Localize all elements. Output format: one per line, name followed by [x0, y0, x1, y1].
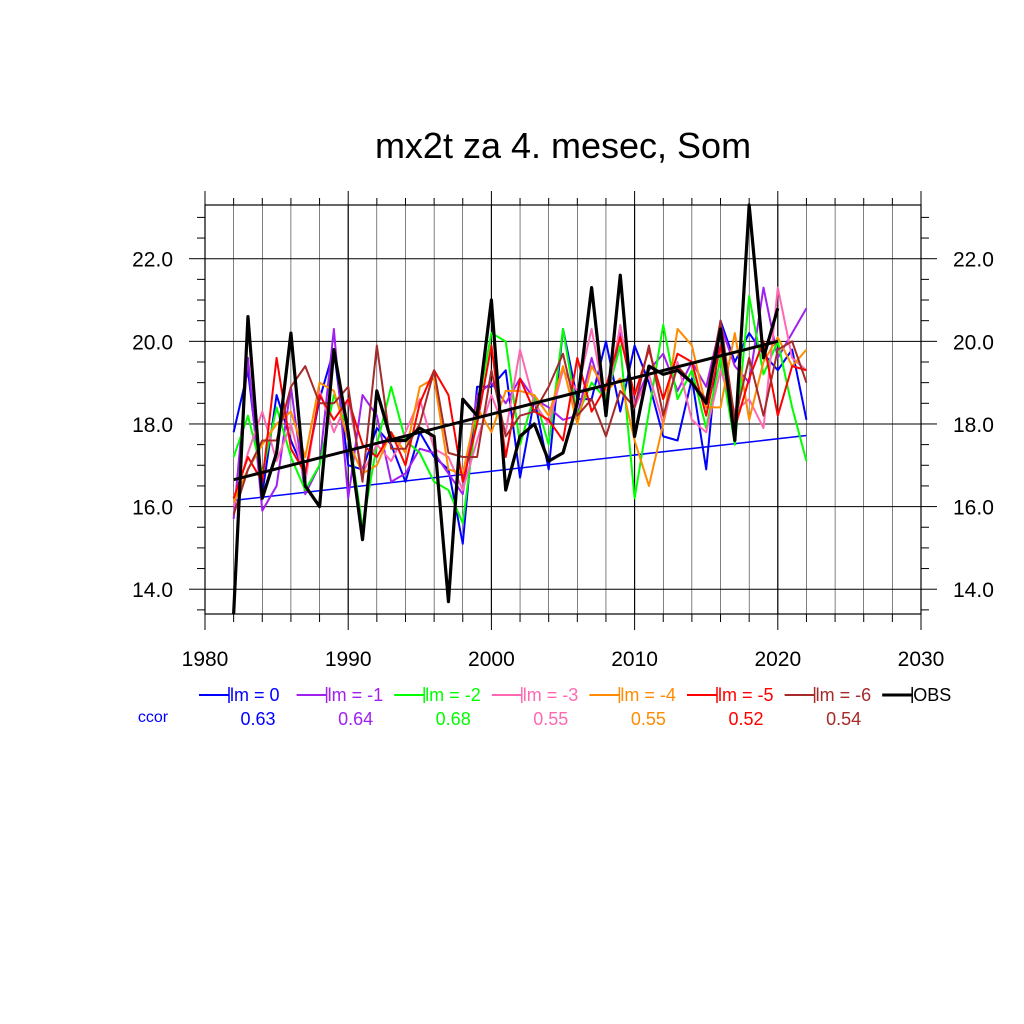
grid [204, 205, 922, 614]
trend-line-obs [233, 339, 779, 482]
x-tick-label: 2020 [754, 648, 801, 671]
legend-label-obs: OBS [913, 685, 951, 705]
trend-line-lm-0 [233, 434, 807, 502]
y-tick-label-right: 20.0 [953, 331, 994, 354]
x-tick-label: 2000 [468, 648, 515, 671]
plot-area [232, 203, 808, 615]
legend-label-lm-5: lm = -5 [718, 685, 774, 705]
ccor-value-lm-2: 0.68 [436, 709, 471, 729]
legend-label-lm-0: lm = 0 [230, 685, 280, 705]
y-tick-label-left: 22.0 [132, 249, 173, 272]
y-tick-label-right: 18.0 [953, 414, 994, 437]
ccor-value-lm-6: 0.54 [826, 709, 861, 729]
x-tick-label: 1980 [182, 648, 229, 671]
ccor-value-lm-0: 0.63 [240, 709, 275, 729]
x-tick-label: 2030 [898, 648, 945, 671]
series-line-obs [232, 203, 780, 615]
axes: 1980 1990 2000 2010 2020 2030 14.0 14.0 16.0 16.0… [132, 191, 994, 671]
ccor-value-lm-4: 0.55 [631, 709, 666, 729]
plot-frame [204, 204, 922, 615]
legend-label-lm-3: lm = -3 [523, 685, 579, 705]
legend-label-lm-1: lm = -1 [328, 685, 384, 705]
y-tick-label-right: 14.0 [953, 579, 994, 602]
ccor-value-lm-1: 0.64 [338, 709, 373, 729]
ccor-value-lm-3: 0.55 [533, 709, 568, 729]
ccor-value-lm-5: 0.52 [728, 709, 763, 729]
legend-label-lm-2: lm = -2 [425, 685, 481, 705]
legend-label-lm-6: lm = -6 [816, 685, 872, 705]
y-tick-label-left: 18.0 [132, 414, 173, 437]
y-tick-label-right: 16.0 [953, 497, 994, 520]
y-tick-label-right: 22.0 [953, 249, 994, 272]
legend-label-lm-4: lm = -4 [620, 685, 676, 705]
x-tick-label: 1990 [325, 648, 372, 671]
chart-title: mx2t za 4. mesec, Som [375, 125, 751, 166]
y-tick-label-left: 20.0 [132, 331, 173, 354]
ccor-label: ccor [138, 709, 169, 726]
y-tick-label-left: 16.0 [132, 497, 173, 520]
legend: ccor lm = 0 0.63 lm = -1 0.64 lm = -2 0.68 lm =… [138, 685, 951, 729]
x-tick-label: 2010 [611, 648, 658, 671]
y-tick-label-left: 14.0 [132, 579, 173, 602]
